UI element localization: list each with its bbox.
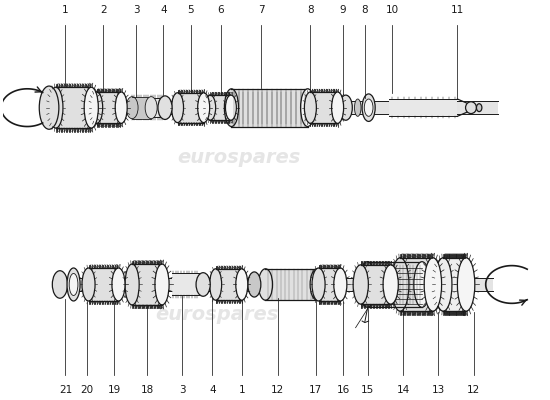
Text: 11: 11 <box>451 5 464 15</box>
Text: 1: 1 <box>62 5 69 15</box>
Ellipse shape <box>82 268 95 301</box>
Text: 9: 9 <box>340 5 346 15</box>
Text: 7: 7 <box>258 5 265 15</box>
Ellipse shape <box>226 95 236 120</box>
Ellipse shape <box>414 262 430 307</box>
Bar <box>89 268 118 301</box>
Ellipse shape <box>210 269 222 300</box>
Text: 18: 18 <box>140 385 153 395</box>
Text: 15: 15 <box>361 385 374 395</box>
Ellipse shape <box>67 268 80 301</box>
Text: 21: 21 <box>59 385 72 395</box>
Ellipse shape <box>91 92 103 123</box>
Bar <box>266 269 317 300</box>
Text: 5: 5 <box>188 5 194 15</box>
Bar <box>56 87 91 128</box>
Ellipse shape <box>332 92 344 123</box>
Ellipse shape <box>115 92 127 123</box>
Ellipse shape <box>304 92 316 123</box>
Ellipse shape <box>39 86 59 129</box>
Ellipse shape <box>197 93 210 122</box>
Bar <box>46 101 498 114</box>
Ellipse shape <box>158 96 172 120</box>
Bar <box>310 92 338 123</box>
Ellipse shape <box>353 265 369 304</box>
Ellipse shape <box>236 269 248 300</box>
Ellipse shape <box>258 269 273 300</box>
Text: 10: 10 <box>386 5 399 15</box>
Bar <box>178 93 204 122</box>
Ellipse shape <box>301 89 315 126</box>
Bar <box>400 258 433 311</box>
Ellipse shape <box>155 264 169 305</box>
Ellipse shape <box>312 268 325 301</box>
Bar <box>57 278 493 291</box>
Text: 19: 19 <box>108 385 121 395</box>
Bar <box>216 269 242 300</box>
Ellipse shape <box>476 104 482 112</box>
Ellipse shape <box>339 95 353 120</box>
Text: 3: 3 <box>133 5 140 15</box>
Text: 1: 1 <box>239 385 246 395</box>
Bar <box>131 98 163 118</box>
Ellipse shape <box>84 87 98 128</box>
Text: 4: 4 <box>209 385 216 395</box>
Bar <box>318 268 340 301</box>
Ellipse shape <box>434 258 452 311</box>
Ellipse shape <box>383 265 398 304</box>
Text: 17: 17 <box>309 385 322 395</box>
Ellipse shape <box>458 258 475 311</box>
Ellipse shape <box>355 99 361 116</box>
Ellipse shape <box>125 264 139 305</box>
Ellipse shape <box>424 258 442 311</box>
Ellipse shape <box>172 93 184 122</box>
Text: eurospares: eurospares <box>177 148 300 167</box>
Text: eurospares: eurospares <box>155 305 279 324</box>
Bar <box>132 97 151 119</box>
Text: 20: 20 <box>81 385 94 395</box>
Bar <box>232 89 307 126</box>
Bar <box>361 265 390 304</box>
Ellipse shape <box>248 272 261 297</box>
Bar <box>389 99 458 116</box>
Text: 4: 4 <box>160 5 167 15</box>
Ellipse shape <box>359 262 376 307</box>
Ellipse shape <box>126 97 138 119</box>
Ellipse shape <box>196 273 210 296</box>
Ellipse shape <box>362 94 375 122</box>
Ellipse shape <box>52 271 68 298</box>
Bar <box>132 264 162 305</box>
Bar <box>97 92 121 123</box>
Text: 8: 8 <box>361 5 368 15</box>
Text: 8: 8 <box>307 5 314 15</box>
Text: 16: 16 <box>337 385 350 395</box>
Ellipse shape <box>465 102 476 114</box>
Ellipse shape <box>145 97 157 119</box>
Text: 14: 14 <box>397 385 410 395</box>
Bar <box>172 274 199 296</box>
Ellipse shape <box>205 95 216 120</box>
Text: 13: 13 <box>432 385 445 395</box>
Bar <box>443 258 466 311</box>
Bar <box>210 95 231 120</box>
Ellipse shape <box>112 268 125 301</box>
Ellipse shape <box>310 269 324 300</box>
Ellipse shape <box>364 99 373 116</box>
Text: 12: 12 <box>271 385 284 395</box>
Ellipse shape <box>69 274 78 296</box>
Text: 3: 3 <box>179 385 186 395</box>
Text: 2: 2 <box>100 5 107 15</box>
Text: 12: 12 <box>467 385 480 395</box>
Bar <box>367 262 422 307</box>
Ellipse shape <box>49 87 63 128</box>
Ellipse shape <box>334 268 347 301</box>
Ellipse shape <box>392 258 409 311</box>
Text: 6: 6 <box>217 5 224 15</box>
Ellipse shape <box>224 89 239 126</box>
